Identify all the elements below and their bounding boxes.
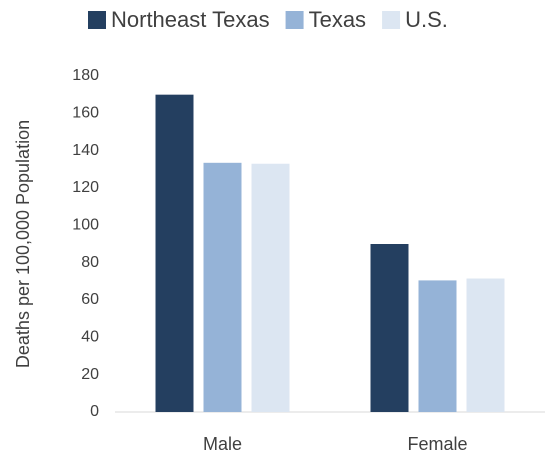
bar [418,280,457,412]
x-tick-label: Male [203,434,242,454]
legend-swatch [285,11,304,29]
bar [370,244,409,412]
y-tick-label: 160 [72,105,99,122]
legend-label: Texas [309,7,366,32]
y-tick-label: 180 [72,67,99,84]
y-tick-label: 120 [72,179,99,196]
bar [203,162,242,412]
y-axis-title: Deaths per 100,000 Population [13,120,33,368]
x-tick-label: Female [407,434,467,454]
y-tick-label: 60 [81,291,99,308]
bar [251,163,290,412]
bar [466,278,505,412]
y-tick-label: 100 [72,217,99,234]
y-tick-label: 20 [81,366,99,383]
legend-label: Northeast Texas [111,7,270,32]
y-tick-label: 0 [90,403,99,420]
y-tick-label: 40 [81,329,99,346]
y-tick-label: 140 [72,142,99,159]
bar [155,94,194,413]
legend-swatch [382,11,401,29]
y-tick-label: 80 [81,254,99,271]
legend-swatch [88,11,106,29]
legend-label: U.S. [405,7,448,32]
